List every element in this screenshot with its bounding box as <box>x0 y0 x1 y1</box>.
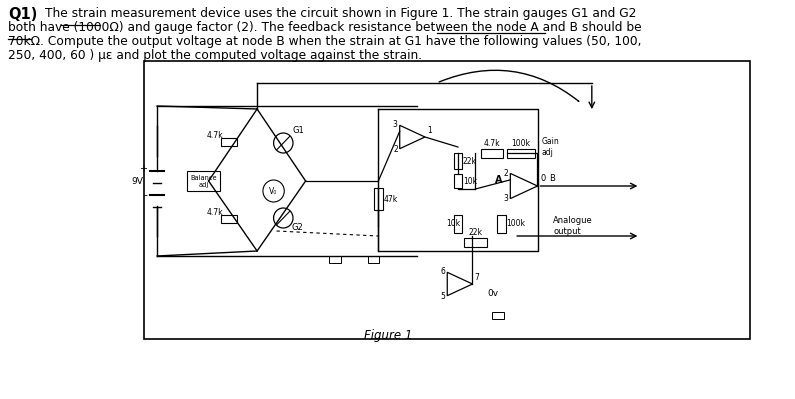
Text: V₀: V₀ <box>270 186 277 196</box>
Text: 4.7k: 4.7k <box>207 131 223 140</box>
Text: 100k: 100k <box>506 219 525 229</box>
Text: both have (1000Ω) and gauge factor (2). The feedback resistance between the node: both have (1000Ω) and gauge factor (2). … <box>8 21 642 34</box>
Bar <box>188 171 220 191</box>
Bar <box>454 215 463 233</box>
Text: Analogue
output: Analogue output <box>553 216 593 236</box>
Text: 9V: 9V <box>132 176 144 186</box>
Text: +: + <box>139 164 147 174</box>
Text: 22k: 22k <box>463 156 477 166</box>
Text: Figure 1: Figure 1 <box>364 329 413 342</box>
Bar <box>329 256 340 263</box>
Text: 10k: 10k <box>463 176 477 186</box>
Bar <box>492 312 503 319</box>
Text: Balance
adj: Balance adj <box>191 174 217 188</box>
Bar <box>374 188 382 210</box>
Bar <box>368 256 379 263</box>
Text: 0v: 0v <box>487 290 498 298</box>
Text: Q1): Q1) <box>8 7 37 22</box>
Text: 4.7k: 4.7k <box>207 208 223 217</box>
Text: 2: 2 <box>503 169 508 178</box>
Bar <box>481 148 502 158</box>
Text: 47k: 47k <box>383 194 398 203</box>
Bar <box>454 153 463 169</box>
Text: The strain measurement device uses the circuit shown in Figure 1. The strain gau: The strain measurement device uses the c… <box>45 7 636 20</box>
Text: -: - <box>143 190 147 200</box>
Text: 250, 400, 60 ) με and plot the computed voltage against the strain.: 250, 400, 60 ) με and plot the computed … <box>8 49 422 62</box>
Text: 3: 3 <box>503 194 508 203</box>
Text: 5: 5 <box>440 292 445 301</box>
Text: G1: G1 <box>293 126 304 135</box>
Bar <box>144 61 750 339</box>
Text: 2: 2 <box>393 145 398 154</box>
Bar <box>497 215 506 233</box>
Bar <box>221 215 237 223</box>
Bar <box>454 174 463 188</box>
Text: G2: G2 <box>291 223 303 232</box>
Text: 4.7k: 4.7k <box>483 139 500 148</box>
Text: Gain
adj: Gain adj <box>541 137 559 157</box>
Text: 22k: 22k <box>468 228 483 237</box>
FancyArrowPatch shape <box>439 70 579 101</box>
Text: 0: 0 <box>541 174 545 183</box>
Text: 6: 6 <box>440 267 445 276</box>
Text: 100k: 100k <box>511 139 530 148</box>
Text: 70kΩ. Compute the output voltage at node B when the strain at G1 have the follow: 70kΩ. Compute the output voltage at node… <box>8 35 642 48</box>
Bar <box>507 148 534 158</box>
Text: 10k: 10k <box>446 219 460 229</box>
Bar <box>463 237 487 247</box>
Text: A: A <box>495 175 502 185</box>
Text: 7: 7 <box>475 273 479 282</box>
Text: 1: 1 <box>427 126 432 135</box>
Text: 3: 3 <box>393 120 398 129</box>
Text: B: B <box>549 174 555 183</box>
Bar <box>221 138 237 146</box>
